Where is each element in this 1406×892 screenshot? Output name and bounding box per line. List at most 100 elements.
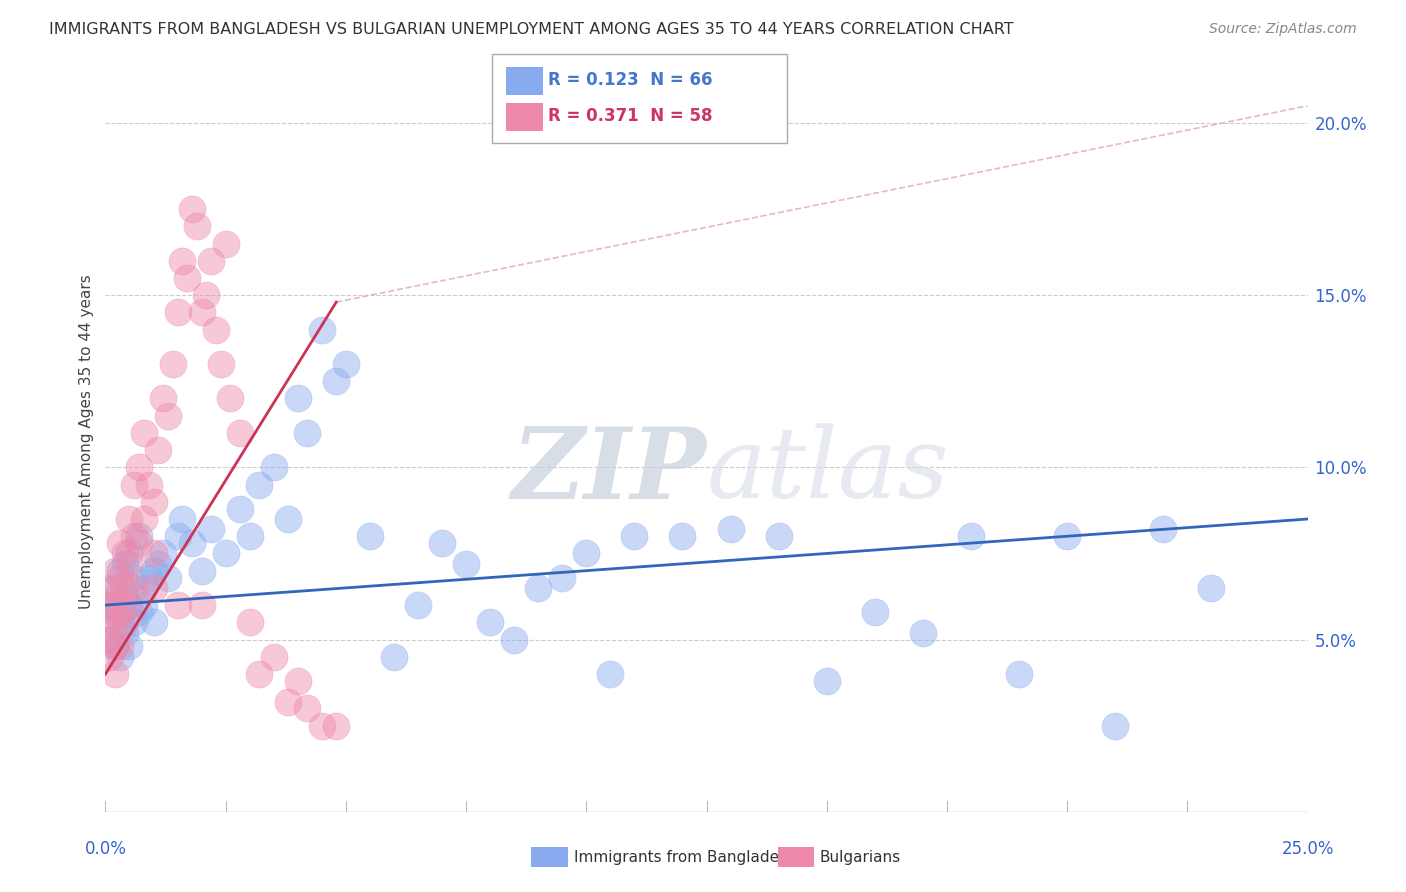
Point (156, 409, 179, 423)
Point (263, 460, 285, 475)
Point (181, 536, 204, 550)
Point (114, 615, 136, 630)
Point (114, 546, 136, 560)
Point (190, 564, 212, 578)
Point (142, 564, 165, 578)
Text: Bulgarians: Bulgarians (820, 850, 901, 864)
Point (114, 557, 136, 571)
Point (181, 202, 204, 216)
Point (960, 529, 983, 543)
Point (1201, 581, 1223, 595)
Point (239, 615, 262, 630)
Point (229, 425, 252, 440)
Point (186, 219, 208, 234)
Point (214, 546, 236, 560)
Point (142, 546, 165, 560)
Point (575, 546, 598, 560)
Point (382, 649, 405, 664)
Point (287, 392, 309, 406)
Point (1056, 529, 1078, 543)
Point (114, 581, 136, 595)
Point (124, 570, 146, 584)
Point (359, 529, 381, 543)
Text: atlas: atlas (707, 424, 949, 519)
Point (118, 640, 141, 654)
Text: Source: ZipAtlas.com: Source: ZipAtlas.com (1209, 22, 1357, 37)
Point (335, 357, 357, 371)
Point (98, 649, 121, 664)
Point (104, 591, 127, 606)
Point (148, 443, 170, 458)
Point (132, 425, 155, 440)
Point (128, 536, 150, 550)
Point (287, 673, 309, 688)
Point (138, 477, 160, 491)
Point (152, 546, 174, 560)
Point (297, 425, 319, 440)
Point (124, 615, 146, 630)
Point (98, 632, 121, 647)
Point (142, 615, 165, 630)
Point (104, 605, 127, 619)
Point (132, 598, 155, 612)
Point (124, 477, 146, 491)
Text: R = 0.371  N = 58: R = 0.371 N = 58 (548, 107, 713, 125)
Point (263, 649, 285, 664)
Point (247, 477, 270, 491)
Point (166, 598, 188, 612)
Point (479, 615, 502, 630)
Point (124, 529, 146, 543)
Point (108, 615, 131, 630)
Point (214, 236, 236, 251)
Point (156, 570, 179, 584)
Point (815, 673, 838, 688)
Point (128, 460, 150, 475)
Point (108, 564, 131, 578)
Point (311, 323, 333, 337)
Point (166, 529, 188, 543)
Point (104, 640, 127, 654)
Point (104, 564, 127, 578)
Point (911, 625, 934, 640)
Point (863, 605, 886, 619)
Point (205, 323, 228, 337)
Point (1152, 522, 1174, 536)
Point (406, 598, 429, 612)
Point (247, 667, 270, 681)
Point (104, 581, 127, 595)
Point (104, 640, 127, 654)
Point (172, 253, 194, 268)
Point (176, 271, 198, 285)
Text: 0.0%: 0.0% (84, 840, 127, 858)
Y-axis label: Unemployment Among Ages 35 to 44 years: Unemployment Among Ages 35 to 44 years (79, 274, 94, 609)
Point (142, 495, 165, 509)
Point (98, 632, 121, 647)
Point (166, 305, 188, 319)
Point (104, 667, 127, 681)
Point (162, 357, 184, 371)
Point (128, 605, 150, 619)
Point (118, 598, 141, 612)
Point (527, 581, 550, 595)
Point (209, 357, 232, 371)
Point (190, 598, 212, 612)
Point (108, 640, 131, 654)
Point (200, 253, 222, 268)
Point (104, 615, 127, 630)
Point (118, 557, 141, 571)
Point (325, 374, 347, 388)
Point (108, 536, 131, 550)
Point (219, 392, 242, 406)
Point (768, 529, 790, 543)
Point (430, 536, 453, 550)
Point (98, 598, 121, 612)
Point (172, 512, 194, 526)
Point (503, 632, 526, 647)
Point (623, 529, 645, 543)
Point (671, 529, 693, 543)
Point (128, 529, 150, 543)
Point (239, 529, 262, 543)
Point (311, 718, 333, 732)
Point (108, 649, 131, 664)
Point (277, 694, 299, 708)
